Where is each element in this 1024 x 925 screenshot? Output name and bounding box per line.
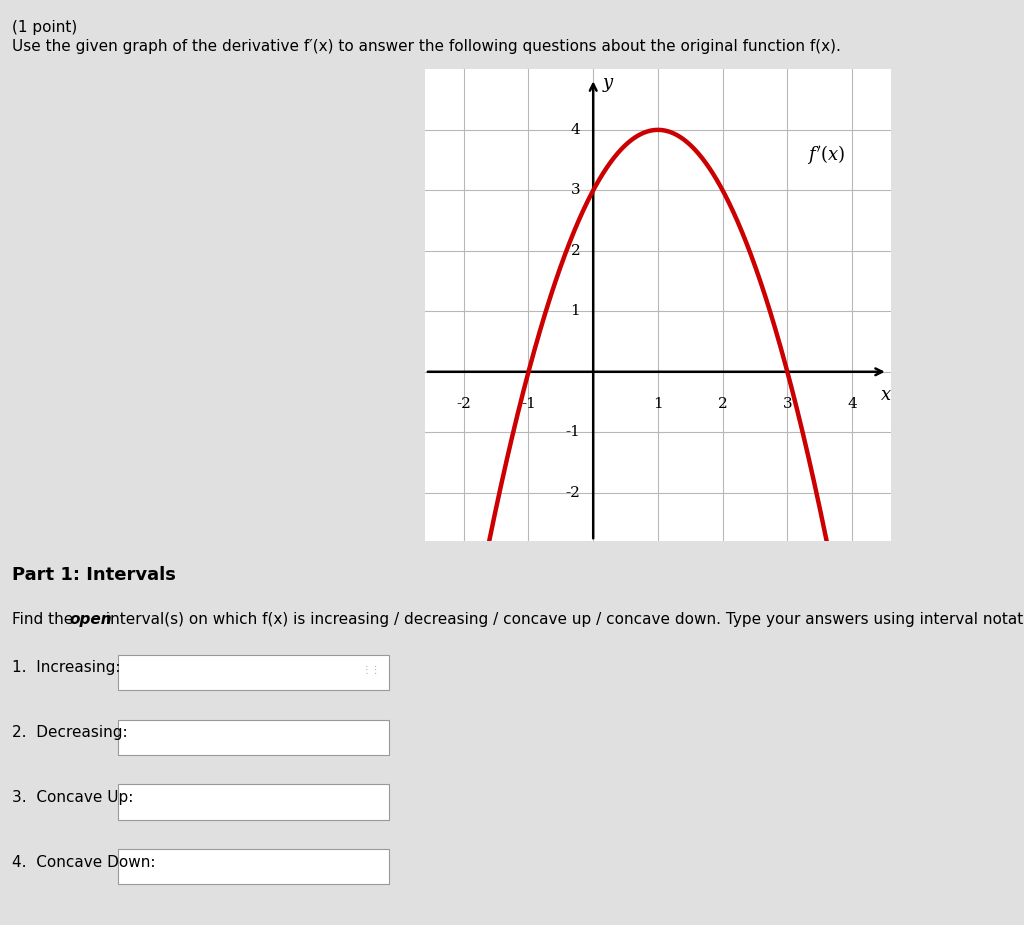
Text: -1: -1 — [565, 426, 581, 439]
Text: 3.  Concave Up:: 3. Concave Up: — [12, 790, 134, 805]
Text: 2: 2 — [718, 397, 727, 412]
Text: -2: -2 — [565, 486, 581, 500]
Text: 4.  Concave Down:: 4. Concave Down: — [12, 855, 156, 870]
Text: $f'(x)$: $f'(x)$ — [807, 142, 845, 166]
Text: -1: -1 — [521, 397, 536, 412]
Text: 3: 3 — [782, 397, 793, 412]
Text: -2: -2 — [457, 397, 471, 412]
Text: open: open — [70, 612, 113, 627]
Text: 4: 4 — [570, 123, 581, 137]
Text: 2: 2 — [570, 244, 581, 258]
Text: 4: 4 — [847, 397, 857, 412]
Text: 1.  Increasing:: 1. Increasing: — [12, 660, 121, 675]
Text: y: y — [602, 74, 612, 92]
Text: 1: 1 — [570, 304, 581, 318]
Text: 3: 3 — [570, 183, 581, 197]
Text: interval(s) on which f(x) is increasing / decreasing / concave up / concave down: interval(s) on which f(x) is increasing … — [101, 612, 1024, 627]
Text: 2.  Decreasing:: 2. Decreasing: — [12, 725, 128, 740]
Text: x: x — [881, 386, 891, 403]
Text: Part 1: Intervals: Part 1: Intervals — [12, 566, 176, 584]
Text: (1 point): (1 point) — [12, 20, 78, 35]
Text: Use the given graph of the derivative f′(x) to answer the following questions ab: Use the given graph of the derivative f′… — [12, 39, 841, 54]
Text: Find the: Find the — [12, 612, 79, 627]
Text: ⋮⋮: ⋮⋮ — [361, 665, 381, 674]
Text: 1: 1 — [653, 397, 663, 412]
